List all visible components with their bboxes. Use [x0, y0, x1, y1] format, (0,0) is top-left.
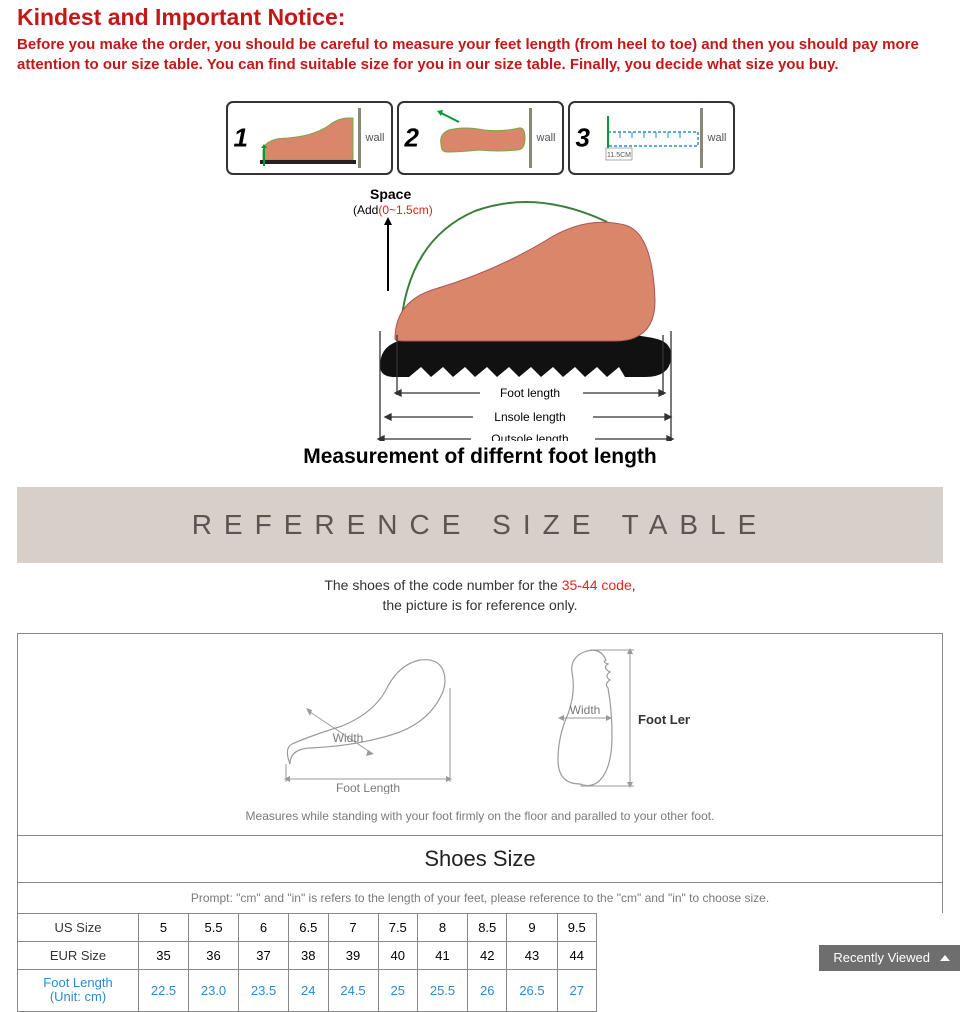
size-cell: 8.5 [468, 913, 507, 941]
chevron-up-icon [940, 955, 950, 961]
size-cell: 6 [239, 913, 289, 941]
foot-length-label: Foot length [500, 386, 560, 400]
size-cell: 27 [557, 969, 597, 1012]
shoes-size-prompt: Prompt: "cm" and "in" is refers to the l… [18, 882, 942, 913]
shoes-size-header: Shoes Size [18, 835, 942, 882]
measurement-caption: Measurement of differnt foot length [0, 445, 960, 469]
step-box-3: 3 11.5CM wall [568, 101, 735, 175]
size-cell: 41 [418, 941, 468, 969]
size-code: 35-44 code [562, 577, 632, 593]
wall-label: wall [537, 132, 556, 144]
size-cell: 26.5 [507, 969, 557, 1012]
row-label: US Size [18, 913, 139, 941]
svg-text:(Add(0~1.5cm): (Add(0~1.5cm) [353, 203, 433, 217]
insole-length-label: Lnsole length [494, 410, 565, 424]
size-cell: 9 [507, 913, 557, 941]
step-box-1: 1 wall [226, 101, 393, 175]
size-cell: 24.5 [328, 969, 378, 1012]
size-cell: 22.5 [139, 969, 189, 1012]
size-cell: 37 [239, 941, 289, 969]
wall-label: wall [366, 132, 385, 144]
outsole-length-label: Outsole length [491, 432, 568, 441]
step-number: 1 [234, 122, 248, 153]
wall-label: wall [708, 132, 727, 144]
table-row: US Size55.566.577.588.599.5 [18, 913, 597, 941]
step-number: 3 [576, 122, 590, 153]
size-cell: 25.5 [418, 969, 468, 1012]
reference-subtitle-2: the picture is for reference only. [0, 597, 960, 613]
size-cell: 40 [378, 941, 417, 969]
foot-side-icon [258, 108, 363, 168]
step-box-2: 2 wall [397, 101, 564, 175]
outline-note: Measures while standing with your foot f… [18, 803, 942, 835]
size-cell: 7 [328, 913, 378, 941]
foot-top-icon [429, 108, 534, 168]
svg-text:Foot Length: Foot Length [638, 712, 690, 727]
table-row: EUR Size35363738394041424344 [18, 941, 597, 969]
size-cell: 23.0 [189, 969, 239, 1012]
foot-measurement-figure: Space (Add(0~1.5cm) Foot length Lnsole l… [285, 181, 675, 441]
notice-block: Kindest and Important Notice: Before you… [0, 4, 960, 86]
size-cell: 36 [189, 941, 239, 969]
measurement-diagrams: 1 wall 2 wall 3 [0, 86, 960, 469]
size-cell: 5.5 [189, 913, 239, 941]
size-cell: 24 [289, 969, 328, 1012]
size-table-block: US Size55.566.577.588.599.5EUR Size35363… [17, 913, 943, 1012]
size-cell: 42 [468, 941, 507, 969]
size-cell: 23.5 [239, 969, 289, 1012]
size-cell: 25 [378, 969, 417, 1012]
table-row: Foot Length(Unit: cm)22.523.023.52424.52… [18, 969, 597, 1012]
size-cell: 35 [139, 941, 189, 969]
notice-body: Before you make the order, you should be… [17, 35, 943, 76]
recently-viewed-label: Recently Viewed [833, 945, 930, 971]
svg-text:Width: Width [570, 703, 601, 717]
reference-size-banner: REFERENCE SIZE TABLE [17, 487, 943, 563]
size-cell: 9.5 [557, 913, 597, 941]
size-cell: 44 [557, 941, 597, 969]
size-cell: 7.5 [378, 913, 417, 941]
size-cell: 38 [289, 941, 328, 969]
size-cell: 5 [139, 913, 189, 941]
size-cell: 26 [468, 969, 507, 1012]
ruler-value: 11.5CM [607, 152, 631, 159]
size-cell: 6.5 [289, 913, 328, 941]
row-label: EUR Size [18, 941, 139, 969]
foot-outline-figure: Width Foot Length Width Foot Length [270, 644, 690, 794]
svg-text:Foot Length: Foot Length [336, 781, 400, 794]
space-label: Space [370, 186, 411, 202]
size-cell: 43 [507, 941, 557, 969]
ruler-icon: 11.5CM [600, 108, 705, 168]
size-table: US Size55.566.577.588.599.5EUR Size35363… [17, 913, 597, 1012]
size-cell: 8 [418, 913, 468, 941]
step-number: 2 [405, 122, 419, 153]
svg-text:Width: Width [333, 731, 364, 745]
row-label: Foot Length(Unit: cm) [18, 969, 139, 1012]
foot-outline-panel: Width Foot Length Width Foot Length Meas… [17, 633, 943, 913]
notice-title: Kindest and Important Notice: [17, 4, 943, 31]
size-cell: 39 [328, 941, 378, 969]
recently-viewed-bar[interactable]: Recently Viewed [819, 945, 960, 971]
reference-subtitle-1: The shoes of the code number for the 35-… [0, 577, 960, 593]
step-row: 1 wall 2 wall 3 [0, 101, 960, 175]
